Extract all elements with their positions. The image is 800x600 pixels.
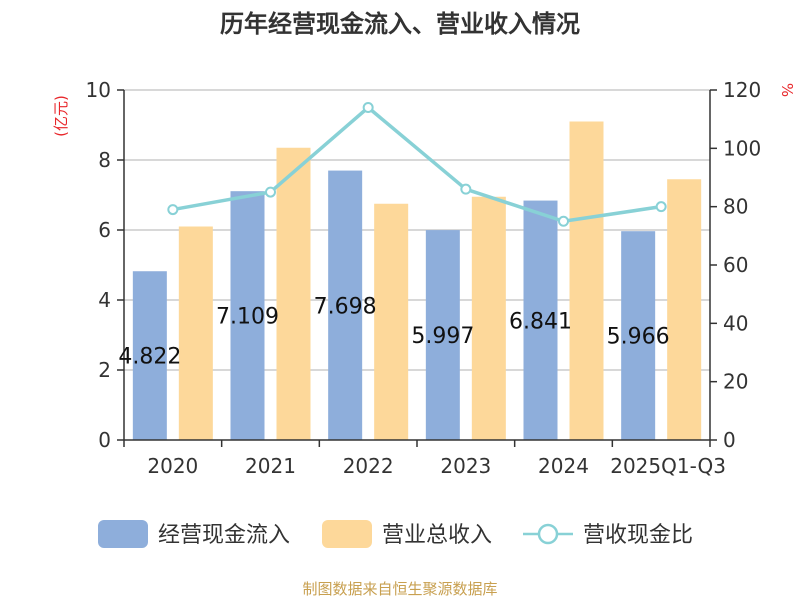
- left-tick-label: 8: [98, 148, 111, 172]
- ratio-point: [558, 215, 569, 227]
- cashflow-bar: [328, 170, 363, 440]
- left-tick-label: 2: [98, 358, 111, 382]
- legend: 经营现金流入 营业总收入 营收现金比: [98, 520, 693, 548]
- source-note: 制图数据来自恒生聚源数据库: [302, 580, 497, 598]
- ratio-point: [655, 201, 667, 213]
- revenue-bar: [667, 179, 702, 440]
- grid-lines: [124, 89, 710, 371]
- x-tick-label: 2021: [245, 454, 296, 478]
- right-tick-label: 60: [723, 253, 748, 277]
- x-tick-label: 2022: [343, 454, 394, 478]
- cashflow-bar: [425, 230, 460, 440]
- x-tick-label: 2024: [538, 454, 589, 478]
- revenue-bar: [374, 203, 409, 440]
- cashflow-bar: [621, 231, 656, 440]
- ratio-point: [167, 204, 179, 216]
- right-tick-label: 0: [723, 428, 736, 452]
- cashflow-data-label: 6.841: [509, 309, 572, 334]
- x-tick-label: 2025Q1-Q3: [610, 454, 726, 478]
- right-tick-label: 120: [723, 78, 761, 102]
- ratio-point: [362, 102, 374, 113]
- legend-swatch: [322, 520, 372, 548]
- right-tick-label: 80: [723, 195, 748, 219]
- legend-label: 营收现金比: [583, 523, 693, 548]
- left-tick-label: 0: [98, 428, 111, 452]
- legend-label: 营业总收入: [382, 523, 492, 548]
- left-axis-unit: (亿元): [52, 95, 70, 137]
- ratio-line: [167, 102, 667, 227]
- legend-item-ratio: 营收现金比: [523, 523, 693, 548]
- right-axis-unit: %: [778, 83, 796, 97]
- left-tick-label: 10: [86, 78, 111, 102]
- cashflow-bar: [230, 191, 265, 440]
- right-tick-label: 20: [723, 370, 748, 394]
- ratio-line-path: [172, 105, 662, 223]
- revenue-bar: [276, 147, 311, 440]
- legend-marker: [537, 523, 559, 545]
- ratio-point: [460, 183, 472, 195]
- legend-label: 经营现金流入: [158, 523, 290, 548]
- cashflow-data-label: 4.822: [118, 345, 181, 370]
- cashflow-bar: [523, 200, 558, 440]
- cashflow-data-label: 7.698: [314, 294, 377, 319]
- chart-title: 历年经营现金流入、营业收入情况: [220, 10, 580, 38]
- revenue-bar: [471, 196, 506, 440]
- revenue-bar: [178, 226, 213, 440]
- left-tick-label: 6: [98, 218, 111, 242]
- left-tick-label: 4: [98, 288, 111, 312]
- legend-item-revenue: 营业总收入: [322, 520, 492, 548]
- cashflow-data-label: 7.109: [216, 305, 279, 330]
- legend-swatch: [98, 520, 148, 548]
- right-tick-label: 100: [723, 136, 761, 160]
- revenue-bar: [569, 121, 604, 440]
- cashflow-data-label: 5.997: [411, 324, 474, 349]
- x-tick-label: 2020: [147, 454, 198, 478]
- cashflow-data-label: 5.966: [607, 325, 670, 350]
- ratio-point: [265, 186, 276, 198]
- bars: [132, 121, 702, 440]
- data-labels: 4.822 7.109 7.698 5.997 6.841 5.966: [118, 294, 669, 369]
- cashflow-bar: [132, 271, 167, 440]
- right-tick-label: 40: [723, 311, 748, 335]
- legend-item-cashflow: 经营现金流入: [98, 520, 290, 548]
- x-tick-label: 2023: [440, 454, 491, 478]
